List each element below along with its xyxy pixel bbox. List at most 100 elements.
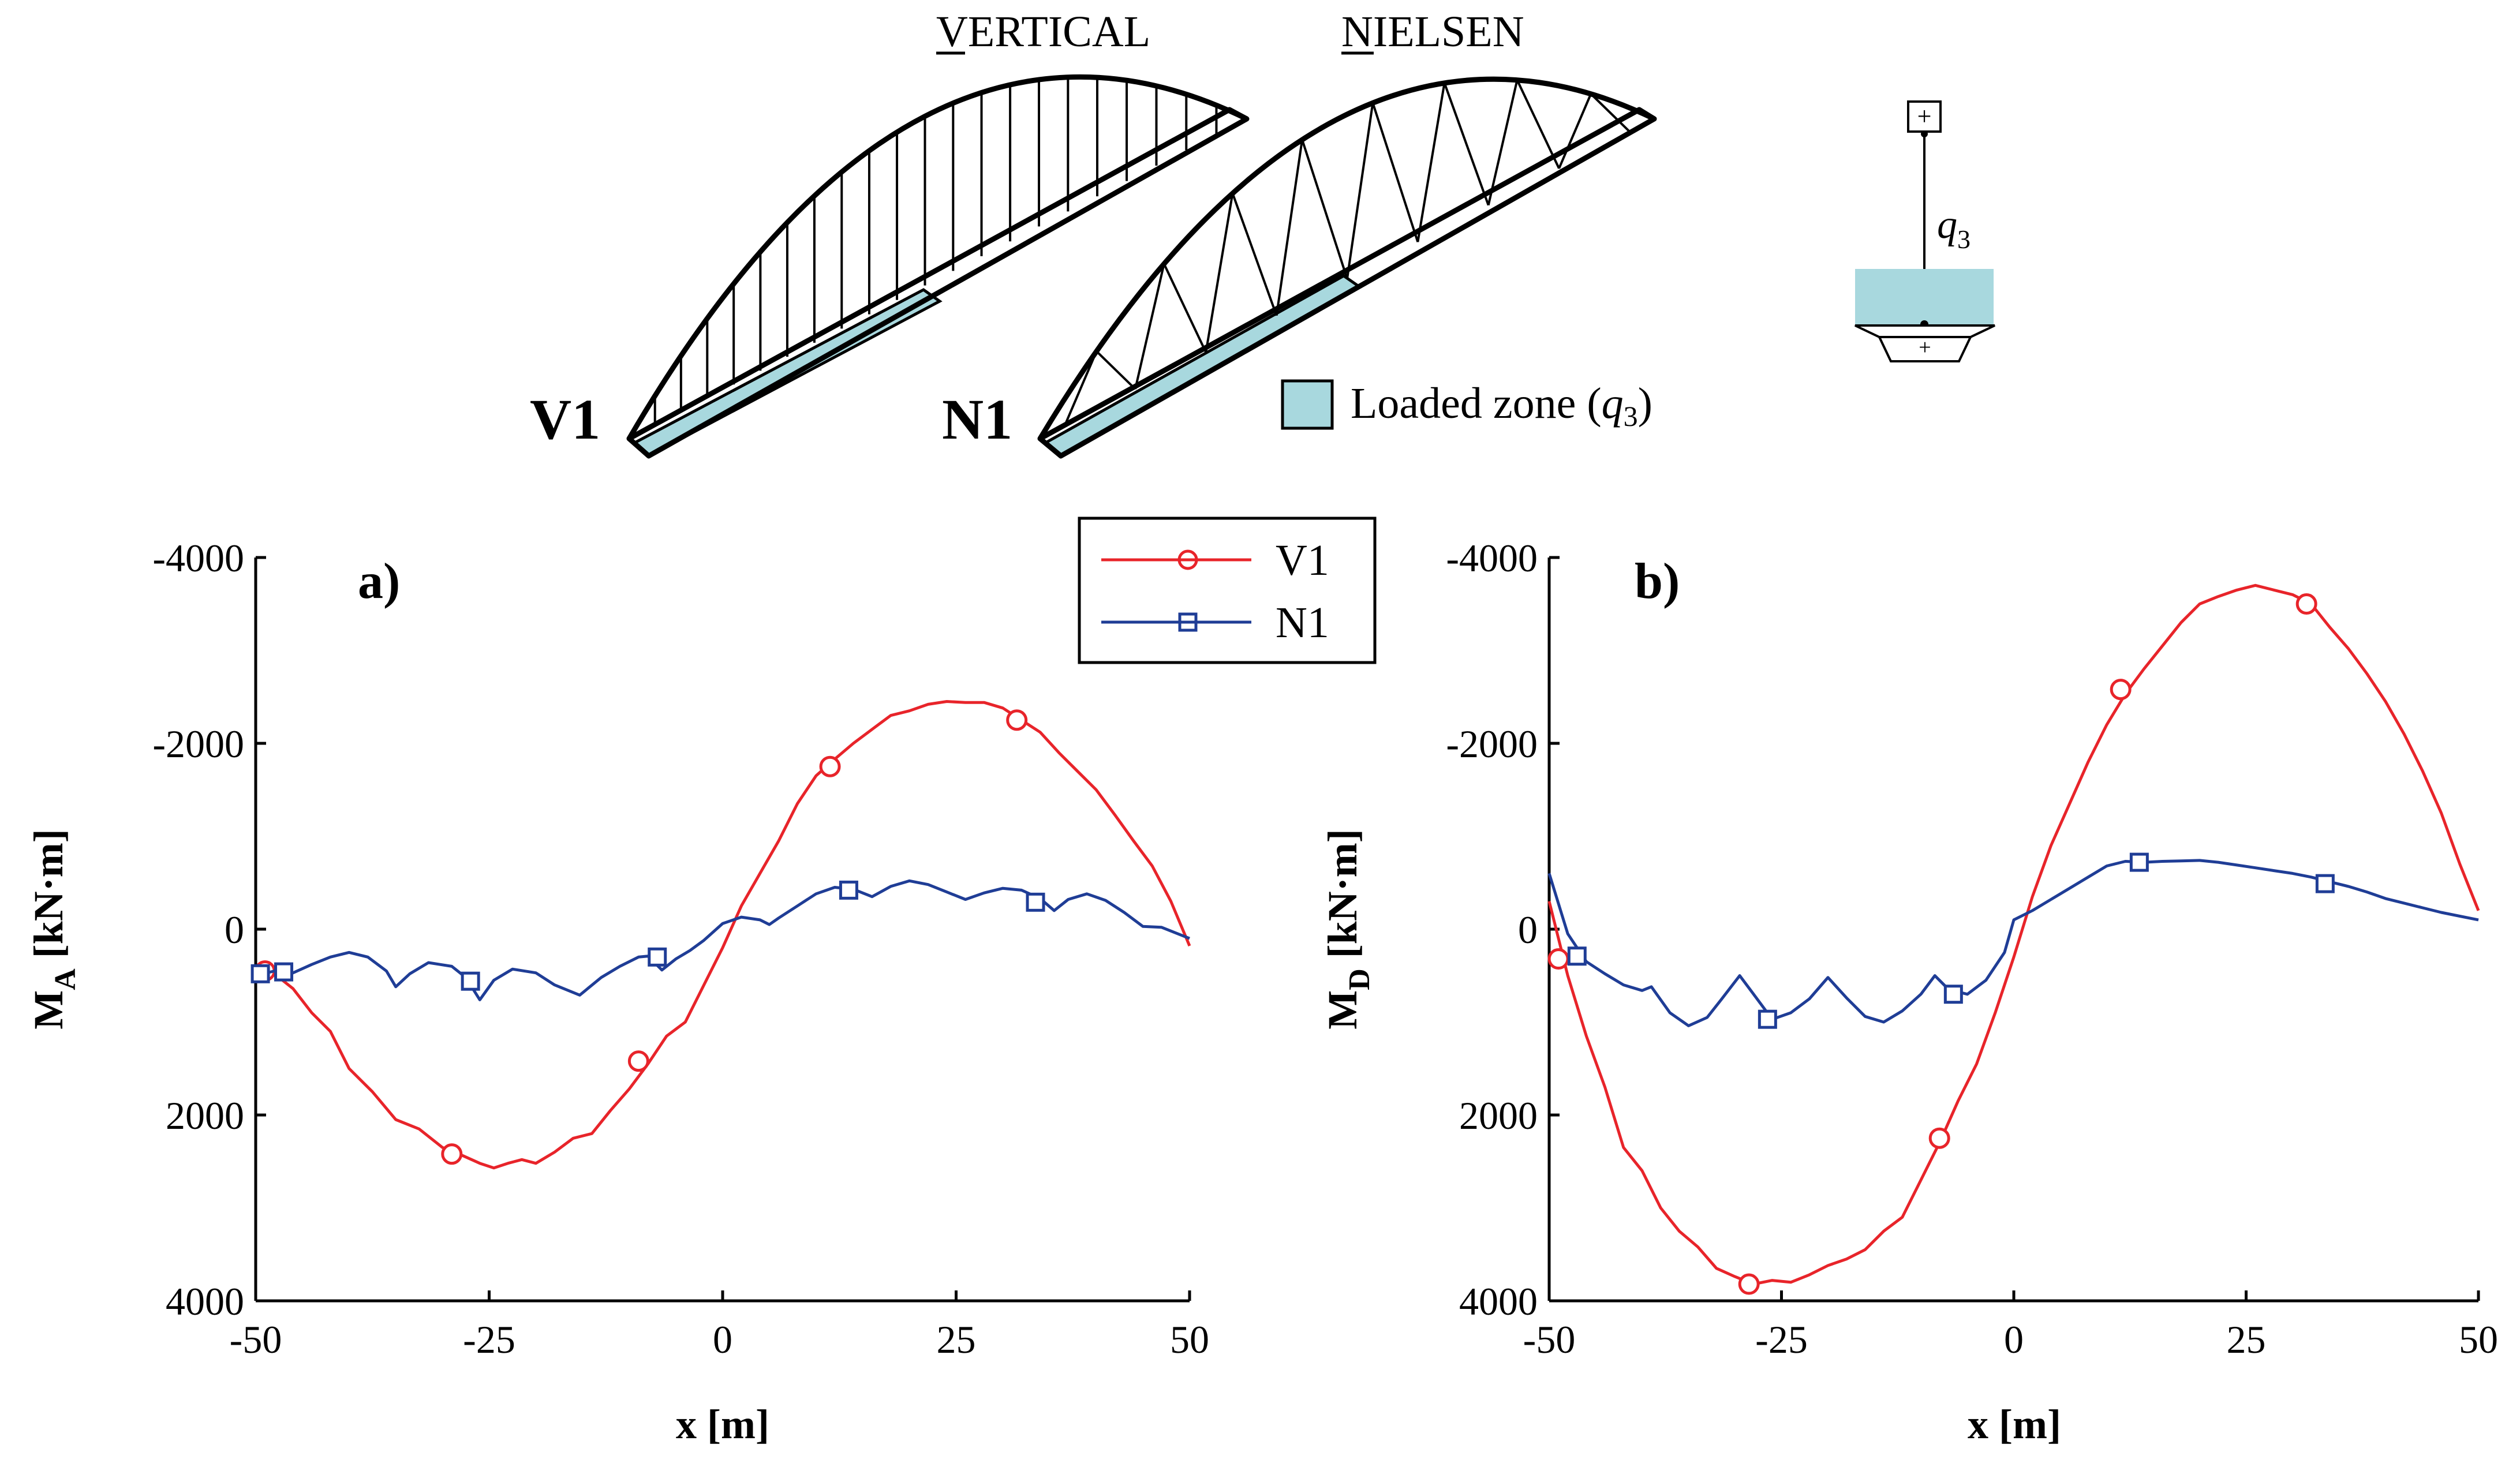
marker-n1 (274, 962, 294, 982)
panel-b-xlabel: x [m] (1968, 1401, 2061, 1447)
x-tick-label: 0 (2004, 1318, 2024, 1361)
v1-hangers (653, 77, 1218, 425)
panel-b-series (1547, 583, 2480, 1295)
x-tick-label: 25 (937, 1318, 976, 1361)
n1-bridge (1037, 76, 1657, 459)
n1-hanger (1301, 139, 1348, 279)
n1-hanger (1162, 263, 1207, 353)
bridge-schematic: VERTICAL NIELSEN V1 N1 Loaded zone (q3) … (530, 8, 1995, 459)
series-line-n1 (255, 879, 1190, 1001)
x-tick-label: 50 (1170, 1318, 1209, 1361)
marker-v1 (1547, 948, 1569, 970)
marker-v1 (1928, 1127, 1950, 1149)
panel-a-x-ticks: -50 -25 0 25 50 (230, 1290, 1209, 1361)
y-tick-label: 0 (1518, 908, 1538, 952)
y-tick-label: -4000 (152, 536, 244, 580)
panel-b-ylabel: MD [kN·m] (1319, 829, 1376, 1030)
loaded-zone-swatch (1281, 379, 1334, 430)
n1-hanger (1063, 350, 1098, 426)
marker-n1 (1026, 892, 1045, 912)
legend-n1-label: N1 (1276, 598, 1329, 647)
x-tick-label: 25 (2227, 1318, 2266, 1361)
panel-a-xlabel: x [m] (676, 1401, 769, 1447)
top-node-plus: + (1917, 102, 1932, 130)
v1-bridge (626, 74, 1250, 459)
marker-n1 (839, 880, 858, 900)
x-tick-label: -50 (230, 1318, 282, 1361)
marker-v1 (819, 755, 841, 777)
n1-hanger (1416, 83, 1446, 242)
x-tick-label: -25 (463, 1318, 515, 1361)
n1-hanger (1275, 139, 1304, 316)
marker-n1 (1943, 985, 1963, 1004)
n1-hangers (1063, 79, 1631, 426)
n1-hanger (1516, 79, 1560, 169)
series-line-n1 (1547, 859, 2479, 1027)
n1-hanger (1346, 103, 1374, 279)
marker-n1 (648, 947, 667, 967)
distributed-load-area (1855, 269, 1994, 325)
x-tick-label: 50 (2459, 1318, 2498, 1361)
marker-n1 (2315, 874, 2335, 893)
y-tick-label: 4000 (166, 1279, 244, 1323)
marker-n1 (461, 971, 480, 991)
panel-a-label: a) (358, 553, 400, 609)
legend-v1-label: V1 (1276, 536, 1329, 585)
vertical-heading: VERTICAL (936, 8, 1150, 56)
marker-n1 (1567, 946, 1587, 966)
x-tick-label: -25 (1755, 1318, 1808, 1361)
cross-section-diagram: + q3 + (1855, 100, 1995, 362)
series-line-v1 (255, 700, 1191, 1170)
x-tick-label: 0 (713, 1318, 732, 1361)
legend-v1-marker (1177, 549, 1198, 570)
y-tick-label: 4000 (1459, 1279, 1538, 1323)
n1-hanger (1590, 93, 1631, 133)
panel-b-x-ticks: -50 -25 0 25 50 (1523, 1290, 2498, 1361)
n1-hanger (1231, 193, 1278, 316)
loaded-zone-label: Loaded zone (q3) (1351, 379, 1652, 432)
y-tick-label: 2000 (166, 1094, 244, 1138)
n1-bridge-label: N1 (942, 387, 1012, 451)
legend-box (1078, 517, 1377, 664)
marker-v1 (627, 1050, 649, 1072)
marker-n1 (2129, 852, 2149, 872)
n1-hanger (1205, 193, 1234, 353)
marker-n1 (250, 964, 270, 983)
v1-bridge-label: V1 (530, 387, 600, 451)
deck-node-plus: + (1919, 335, 1931, 360)
top-node-box (1907, 100, 1942, 133)
nielsen-heading: NIELSEN (1341, 8, 1524, 56)
panel-a-chart: -4000 -2000 0 2000 4000 -50 -25 0 25 50 a) x [m]… (25, 536, 1209, 1447)
n1-hanger (1134, 263, 1165, 390)
marker-n1 (1758, 1009, 1777, 1029)
n1-arch (1038, 76, 1655, 440)
n1-hanger (1487, 80, 1519, 206)
y-tick-label: 2000 (1459, 1094, 1538, 1138)
y-tick-label: -4000 (1446, 536, 1538, 580)
load-symbol: q3 (1937, 203, 1971, 254)
top-node-dot (1921, 130, 1928, 137)
y-tick-label: 0 (225, 908, 244, 952)
legend-n1-marker (1178, 612, 1198, 632)
n1-hanger (1096, 350, 1136, 390)
panel-a-ylabel: MA [kN·m] (25, 829, 82, 1030)
series-line-v1 (1547, 583, 2480, 1286)
y-tick-label: -2000 (152, 722, 244, 766)
marker-v1 (2110, 679, 2132, 701)
panel-a-y-ticks: -4000 -2000 0 2000 4000 (152, 536, 266, 1323)
marker-v1 (441, 1143, 463, 1165)
marker-v1 (1006, 709, 1028, 731)
n1-hanger (1371, 102, 1419, 242)
marker-v1 (1738, 1273, 1760, 1295)
marker-v1 (2295, 593, 2317, 615)
n1-hanger (1558, 93, 1592, 169)
chart-legend: V1 N1 (1078, 517, 1377, 664)
panel-b-y-ticks: -4000 -2000 0 2000 4000 (1446, 536, 1560, 1323)
x-tick-label: -50 (1523, 1318, 1576, 1361)
panel-a-series (250, 700, 1191, 1170)
n1-hanger (1443, 83, 1490, 206)
panel-b-label: b) (1635, 553, 1680, 609)
panel-b-chart: -4000 -2000 0 2000 4000 -50 -25 0 25 50 b) x [m]… (1319, 536, 2498, 1447)
